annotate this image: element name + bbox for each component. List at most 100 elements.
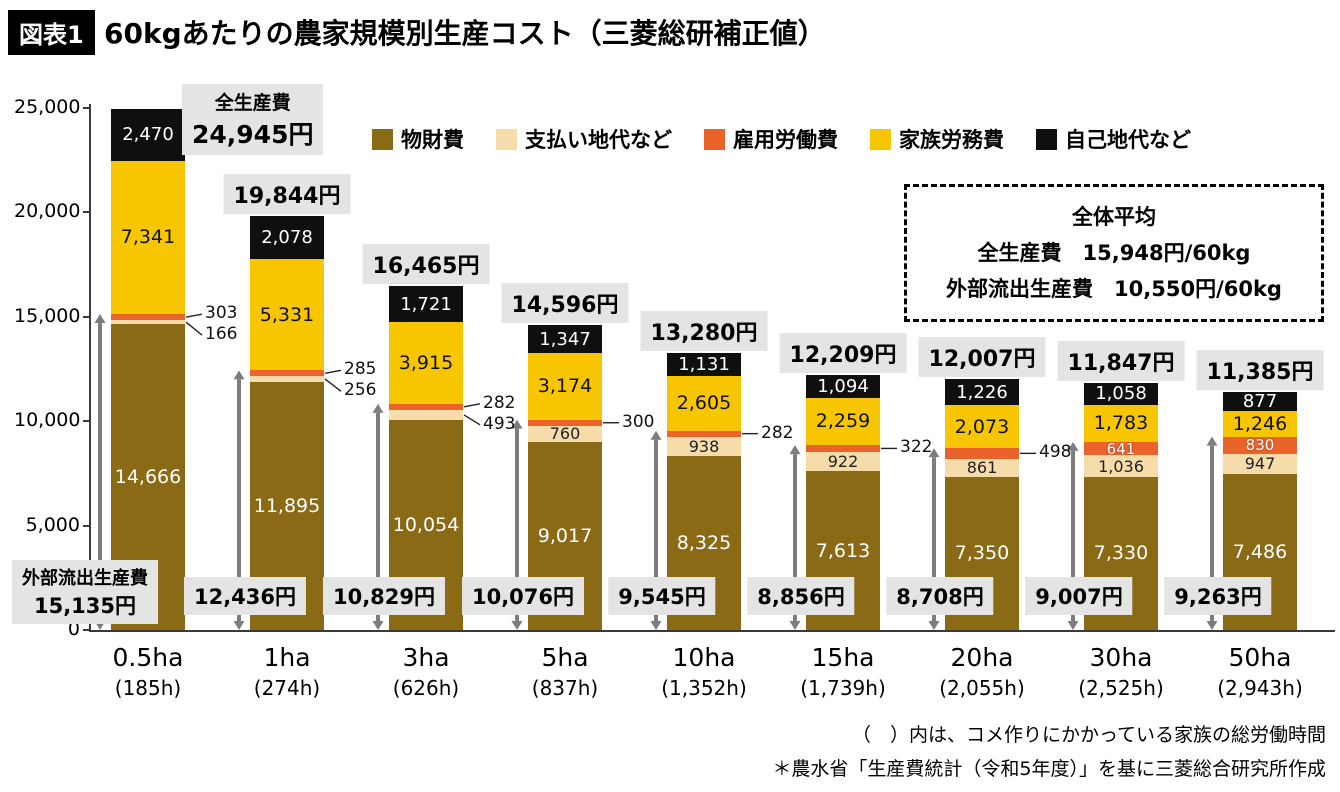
x-axis-category: 1ha bbox=[263, 643, 311, 672]
callout-line-land bbox=[185, 321, 203, 336]
bar-segment-land bbox=[111, 320, 185, 324]
total-cost-label: 12,209円 bbox=[779, 333, 907, 374]
arrowhead-up bbox=[650, 430, 662, 440]
segment-value-label: 1,347 bbox=[539, 328, 591, 350]
arrowhead-down bbox=[372, 621, 384, 630]
x-axis-category: 15ha bbox=[811, 643, 875, 672]
x-axis-category: 20ha bbox=[950, 643, 1014, 672]
segment-value-label: 1,226 bbox=[956, 381, 1008, 403]
y-tick-label: 10,000 bbox=[14, 409, 81, 432]
arrowhead-up bbox=[233, 370, 245, 380]
y-tick-mark bbox=[83, 524, 90, 527]
bar-segment-hired bbox=[667, 430, 741, 437]
bar-segment-hired: 641 bbox=[1084, 440, 1158, 458]
bar-segment-family: 2,073 bbox=[945, 404, 1019, 449]
total-cost-title: 全生産費 bbox=[214, 92, 291, 114]
x-axis-category: 50ha bbox=[1228, 643, 1292, 672]
average-total-cost: 全生産費 15,948円/60kg bbox=[977, 241, 1251, 266]
segment-value-label: 11,895 bbox=[253, 494, 321, 517]
external-cost-label: 12,436円 bbox=[183, 577, 307, 615]
y-tick-label: 25,000 bbox=[14, 96, 81, 118]
y-axis-line bbox=[89, 104, 91, 632]
total-cost-label: 16,465円 bbox=[362, 244, 490, 285]
total-cost-label: 全生産費 24,945円 bbox=[182, 84, 324, 155]
bar-segment-hired bbox=[389, 403, 463, 410]
bar-segment-hired: 830 bbox=[1223, 436, 1297, 455]
callout-label-hired: 300 bbox=[622, 411, 655, 432]
y-tick-mark bbox=[83, 211, 90, 214]
x-axis-category: 3ha bbox=[402, 643, 450, 672]
x-axis-hours: (1,739h) bbox=[800, 676, 886, 700]
segment-value-label: 5,331 bbox=[259, 303, 315, 326]
total-cost-label: 19,844円 bbox=[223, 173, 351, 214]
arrowhead-up bbox=[372, 403, 384, 413]
footnote-source: ＊農水省「生産費統計（令和5年度）」を基に三菱総合研究所作成 bbox=[772, 758, 1326, 780]
segment-value-label: 8,325 bbox=[676, 532, 732, 555]
bar-segment-family: 5,331 bbox=[250, 259, 324, 371]
total-cost-label: 12,007円 bbox=[918, 337, 1046, 378]
bar-segment-land bbox=[389, 409, 463, 421]
external-cost-label: 8,856円 bbox=[747, 577, 855, 615]
bar-segment-family: 3,174 bbox=[528, 353, 602, 420]
segment-value-label: 1,036 bbox=[1098, 456, 1144, 476]
segment-value-label: 830 bbox=[1245, 436, 1275, 455]
segment-value-label: 7,330 bbox=[1093, 542, 1149, 565]
legend-label: 自己地代など bbox=[1065, 128, 1191, 152]
segment-value-label: 7,350 bbox=[954, 542, 1010, 565]
segment-value-label: 922 bbox=[827, 451, 859, 471]
bar-segment-hired bbox=[250, 370, 324, 377]
segment-value-label: 14,666 bbox=[114, 465, 182, 488]
x-axis-hours: (185h) bbox=[114, 676, 182, 700]
y-tick-mark bbox=[83, 107, 90, 109]
total-cost-label: 14,596円 bbox=[501, 283, 629, 324]
external-cost-title: 外部流出生産費 bbox=[22, 568, 148, 589]
callout-label-land: 256 bbox=[344, 380, 377, 401]
segment-value-label: 1,058 bbox=[1095, 383, 1147, 405]
bar-segment-land: 947 bbox=[1223, 453, 1297, 474]
external-cost-value: 15,135円 bbox=[33, 594, 137, 618]
segment-value-label: 1,094 bbox=[817, 375, 869, 397]
figure-number-badge: 図表1 bbox=[8, 10, 95, 55]
arrowhead-up bbox=[1206, 436, 1218, 446]
average-box-title: 全体平均 bbox=[1072, 205, 1156, 229]
segment-value-label: 861 bbox=[966, 458, 998, 478]
total-cost-value: 24,945円 bbox=[192, 120, 314, 149]
legend-swatch-land bbox=[496, 128, 517, 150]
y-tick-mark bbox=[83, 420, 90, 423]
legend: 物財費 支払い地代など 雇用労働費 家族労務費 自己地代など bbox=[372, 124, 1191, 154]
total-cost-label: 13,280円 bbox=[640, 310, 768, 351]
legend-label: 支払い地代など bbox=[525, 128, 672, 152]
overall-average-box: 全体平均 全生産費 15,948円/60kg 外部流出生産費 10,550円/6… bbox=[904, 184, 1324, 323]
external-cost-label: 10,076円 bbox=[461, 577, 585, 615]
arrowhead-down bbox=[233, 621, 245, 630]
bar-segment-own: 1,347 bbox=[528, 325, 602, 354]
bar-segment-own: 1,131 bbox=[667, 352, 741, 377]
y-tick-label: 20,000 bbox=[14, 200, 81, 223]
segment-value-label: 2,605 bbox=[676, 392, 732, 415]
bar-segment-own: 2,470 bbox=[111, 109, 185, 161]
segment-value-label: 1,246 bbox=[1232, 412, 1288, 435]
x-axis-category: 30ha bbox=[1089, 643, 1153, 672]
x-axis-category: 0.5ha bbox=[112, 643, 184, 672]
arrowhead-down bbox=[1067, 621, 1079, 630]
external-cost-label: 外部流出生産費 15,135円 bbox=[12, 560, 158, 624]
callout-label-hired: 282 bbox=[483, 392, 516, 413]
legend-swatch-hired bbox=[704, 128, 725, 150]
arrowhead-down bbox=[789, 621, 801, 630]
x-axis-hours: (1,352h) bbox=[661, 676, 747, 700]
legend-swatch-family bbox=[870, 128, 891, 150]
segment-value-label: 877 bbox=[1242, 390, 1278, 412]
x-axis-category: 5ha bbox=[541, 643, 589, 672]
segment-value-label: 3,915 bbox=[398, 352, 454, 374]
bar-segment-family: 7,341 bbox=[111, 160, 185, 314]
arrowhead-up bbox=[789, 445, 801, 455]
segment-value-label: 10,054 bbox=[392, 514, 460, 537]
external-cost-label: 9,263円 bbox=[1164, 577, 1272, 615]
callout-label-hired: 282 bbox=[761, 422, 794, 443]
bar-segment-hired bbox=[806, 445, 880, 452]
bar-segment-own: 1,226 bbox=[945, 379, 1019, 405]
callout-line-hired bbox=[185, 313, 203, 318]
segment-value-label: 2,259 bbox=[815, 410, 871, 433]
bar-segment-own: 1,721 bbox=[389, 286, 463, 323]
